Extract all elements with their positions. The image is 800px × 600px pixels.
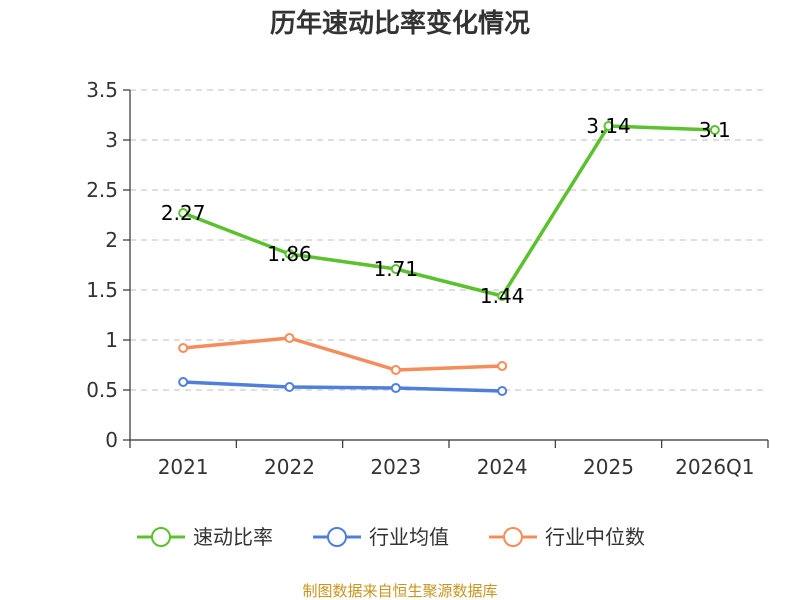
x-tick-label: 2023 [370, 455, 421, 479]
legend-label: 行业中位数 [545, 525, 645, 549]
data-point [497, 361, 508, 371]
data-point [178, 377, 189, 387]
legend-marker-icon [151, 527, 171, 547]
legend-marker-icon [327, 527, 347, 547]
data-point [603, 121, 614, 131]
data-label: 1.86 [267, 242, 312, 266]
series-line [182, 124, 715, 298]
data-label: 3.1 [699, 118, 731, 142]
y-tick-label: 2 [105, 228, 118, 252]
data-point [178, 343, 189, 353]
data-point [284, 249, 295, 259]
series-layer [178, 121, 720, 396]
legend-item-3[interactable]: 行业中位数 [489, 525, 645, 549]
data-label: 3.14 [586, 114, 631, 138]
x-tick-label: 2021 [158, 455, 209, 479]
data-point [390, 264, 401, 274]
x-tick-label: 2026Q1 [675, 455, 754, 479]
series-line [183, 380, 503, 393]
data-label: 1.44 [480, 284, 525, 308]
data-point [178, 208, 189, 218]
x-tick-label: 2022 [264, 455, 315, 479]
source-note: 制图数据来自恒生聚源数据库 [302, 582, 497, 600]
data-point [284, 382, 295, 392]
grid [130, 89, 768, 391]
data-point [497, 386, 508, 396]
x-tick-label: 2025 [583, 455, 634, 479]
y-tick-label: 2.5 [86, 178, 118, 202]
data-point [497, 291, 508, 301]
legend-label: 速动比率 [193, 525, 273, 549]
legend-item-2[interactable]: 行业均值 [313, 525, 449, 549]
axes: 0 0.5 1 1.5 2 2.5 3 3.5 2021 2022 2023 2024 2025 2026… [86, 78, 769, 479]
data-label: 2.27 [161, 201, 206, 225]
y-tick-label: 1.5 [86, 278, 118, 302]
y-tick-label: 0.5 [86, 378, 118, 402]
legend[interactable]: 速动比率 行业均值 行业中位数 [137, 525, 645, 549]
data-point [284, 333, 295, 343]
legend-marker-icon [503, 527, 523, 547]
data-point [390, 365, 401, 375]
x-tick-label: 2024 [477, 455, 528, 479]
y-tick-label: 0 [105, 428, 118, 452]
legend-label: 行业均值 [369, 525, 449, 549]
data-point [390, 383, 401, 393]
series-line [183, 336, 503, 372]
data-label: 1.71 [374, 257, 419, 281]
data-labels: 2.27 1.86 1.71 1.44 3.14 3.1 [161, 114, 731, 308]
y-tick-label: 3.5 [86, 78, 118, 102]
legend-item-1[interactable]: 速动比率 [137, 525, 273, 549]
y-tick-label: 1 [105, 328, 118, 352]
data-point [709, 125, 720, 135]
chart-title: 历年速动比率变化情况 [270, 8, 530, 39]
y-tick-label: 3 [105, 128, 118, 152]
